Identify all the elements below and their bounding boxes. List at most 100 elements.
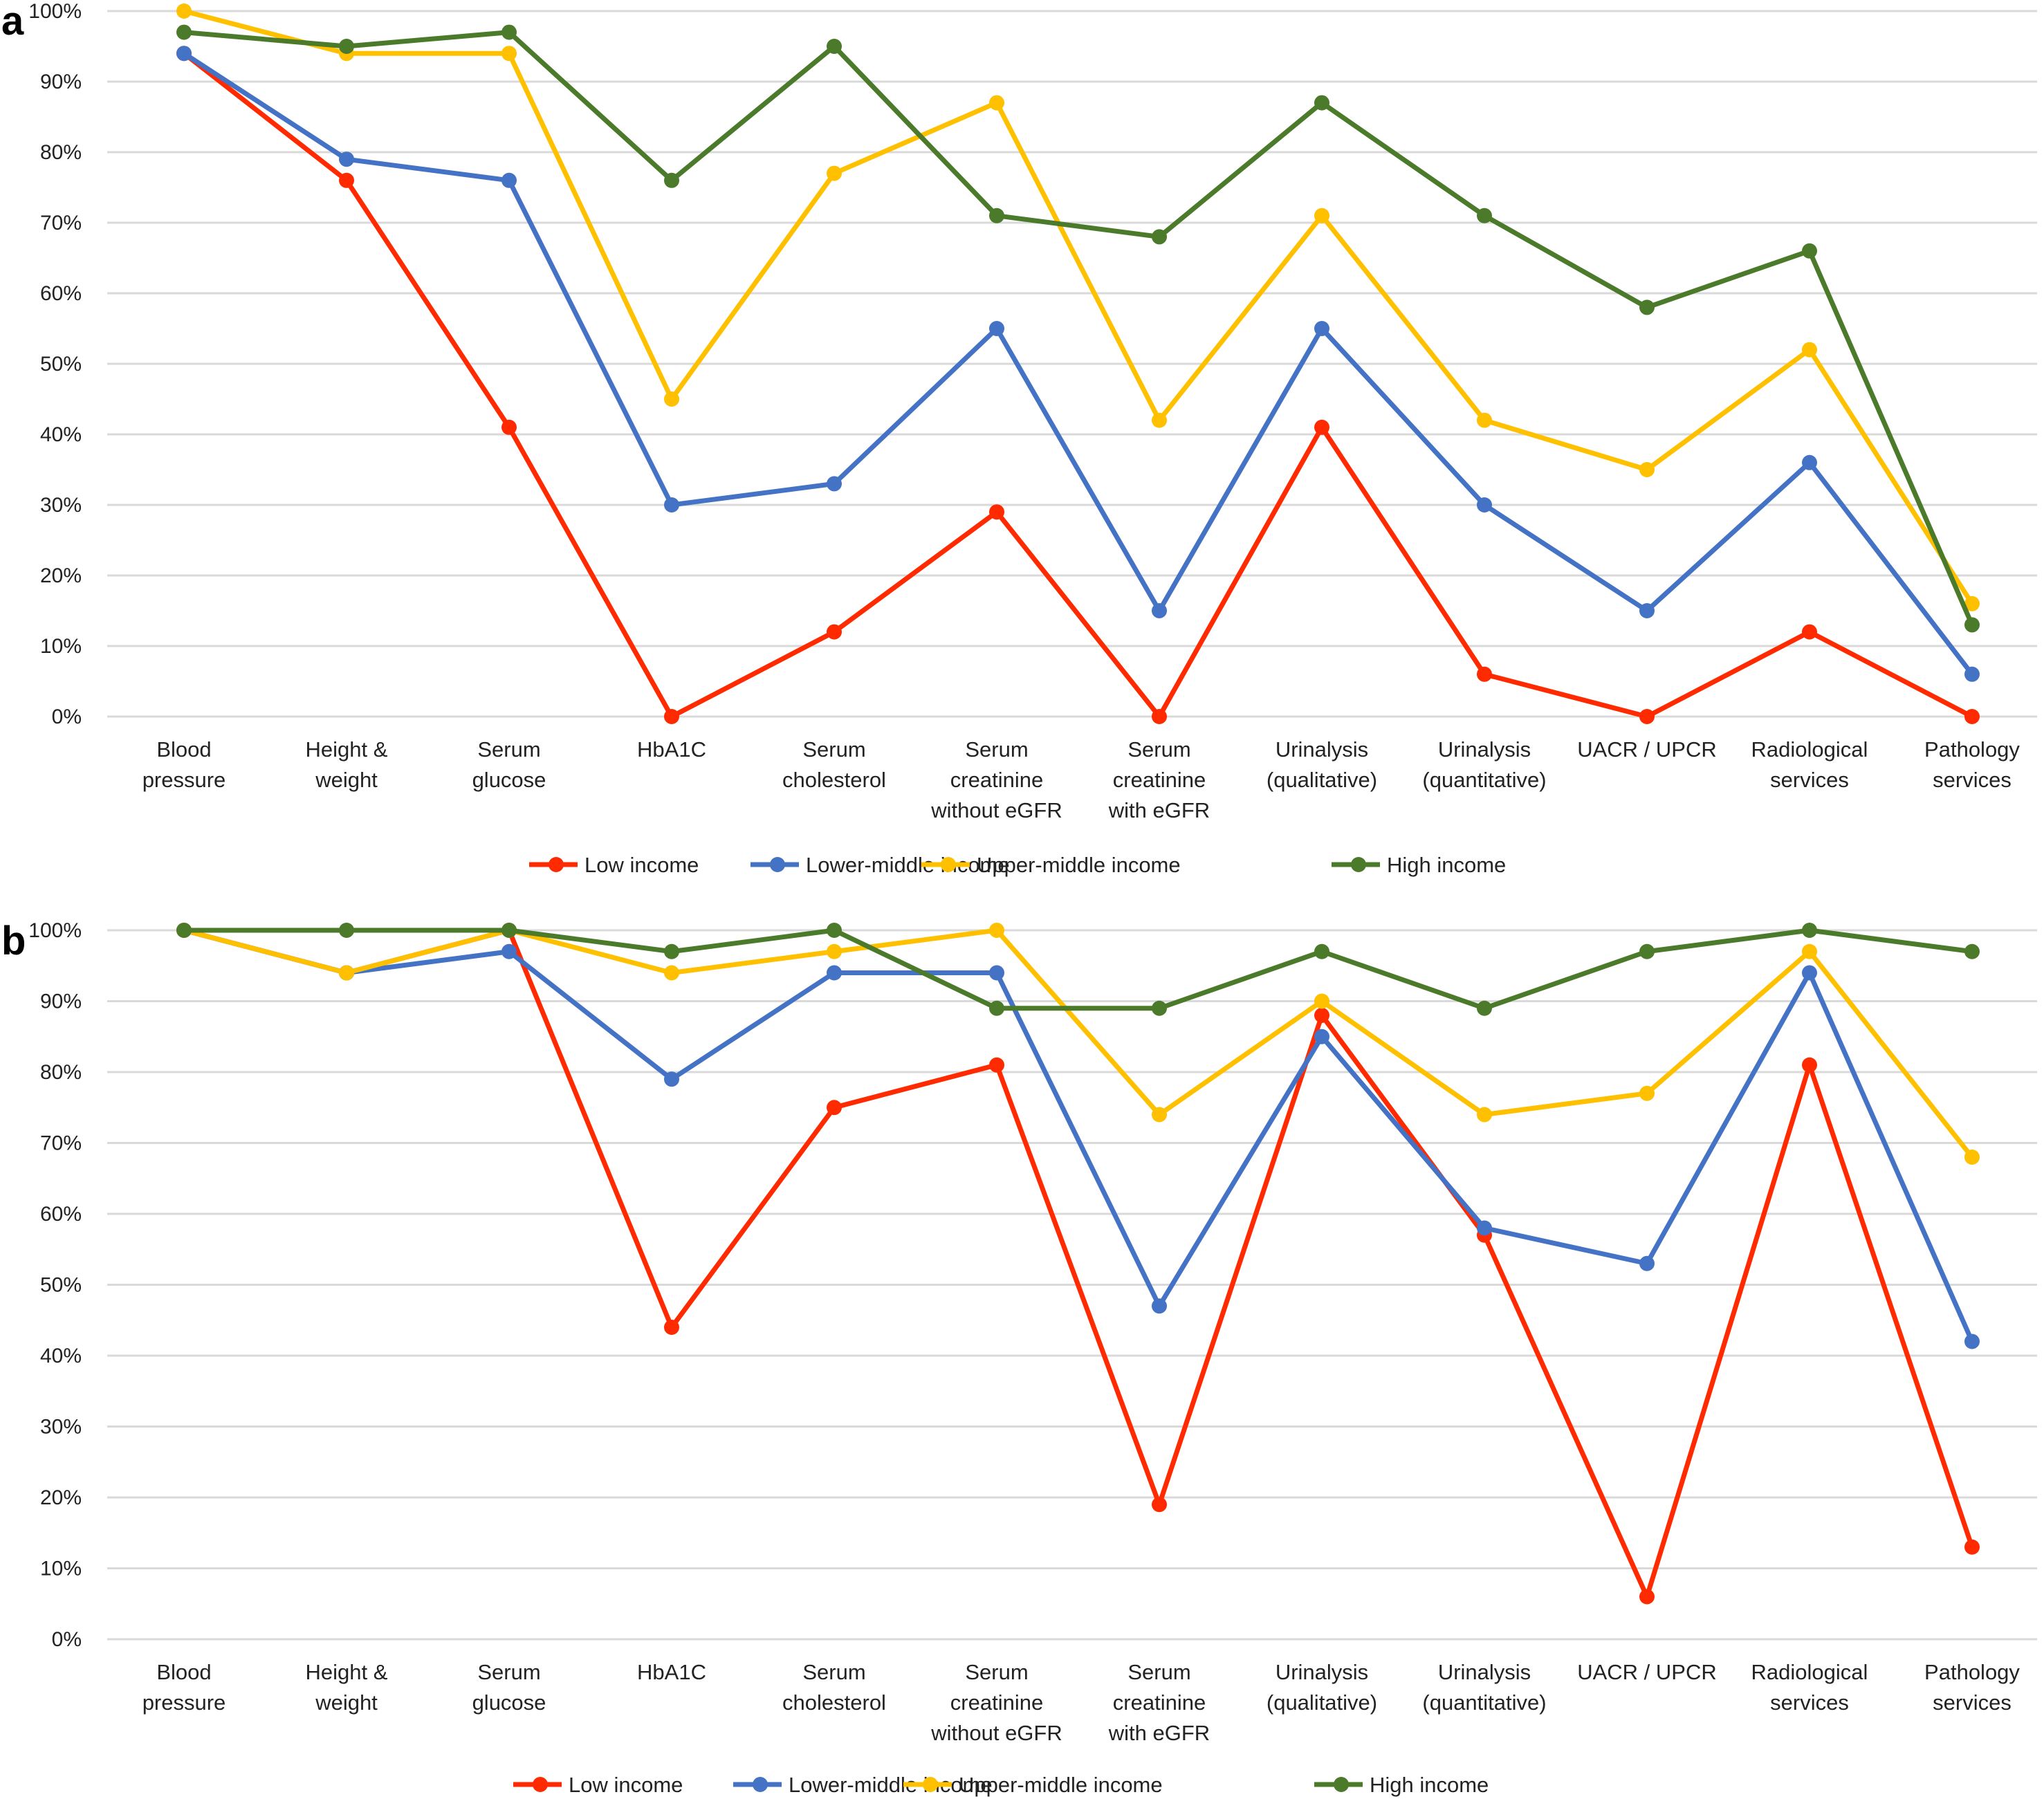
data-point (1639, 709, 1655, 724)
data-point (827, 923, 842, 938)
data-point (1314, 1028, 1329, 1044)
data-point (501, 419, 517, 435)
x-tick-label: Pathology services (1924, 737, 2020, 792)
x-tick-label: UACR / UPCR (1577, 1660, 1717, 1684)
data-point (1314, 993, 1329, 1009)
x-tick-label: Serum creatinine without eGFR (930, 1660, 1062, 1745)
data-point (1964, 709, 1980, 724)
data-point (501, 46, 517, 62)
x-tick-label: Serum cholesterol (782, 737, 886, 792)
data-point (989, 1000, 1004, 1016)
data-point (339, 923, 354, 938)
data-point (1802, 624, 1817, 640)
x-tick-label: Height & weight (306, 1660, 388, 1715)
legend-label: Lower-middle income (806, 853, 1010, 877)
data-point (1964, 943, 1980, 959)
y-tick-label: 100% (28, 919, 82, 942)
data-point (1477, 207, 1492, 223)
data-point (989, 923, 1004, 938)
x-tick-label: Pathology services (1924, 1660, 2020, 1715)
data-point (1477, 1000, 1492, 1016)
legend-swatch-marker (549, 857, 564, 872)
y-tick-label: 0% (52, 705, 82, 728)
data-point (664, 497, 679, 513)
data-point (989, 95, 1004, 111)
data-point (176, 24, 192, 40)
legend-label: High income (1387, 853, 1506, 877)
data-point (664, 1320, 679, 1335)
data-point (664, 172, 679, 188)
x-tick-label: Radiological services (1751, 1660, 1868, 1715)
x-tick-label: Urinalysis (quantitative) (1422, 1660, 1546, 1715)
series-line (181, 8, 1975, 607)
data-point (501, 24, 517, 40)
y-tick-label: 40% (40, 1345, 82, 1367)
data-point (1802, 342, 1817, 358)
data-point (1964, 596, 1980, 611)
y-tick-label: 70% (40, 212, 82, 234)
y-tick-label: 90% (40, 990, 82, 1013)
y-tick-label: 10% (40, 635, 82, 658)
data-point (989, 965, 1004, 981)
data-point (1802, 943, 1817, 959)
x-tick-label: HbA1C (637, 1660, 706, 1684)
data-point (664, 391, 679, 407)
legend-label: High income (1370, 1773, 1489, 1797)
legend-swatch-marker (753, 1777, 768, 1792)
y-tick-label: 20% (40, 1486, 82, 1509)
data-point (1314, 419, 1329, 435)
series-line (181, 928, 1975, 1344)
data-point (827, 39, 842, 54)
legend-label: Low income (584, 853, 699, 877)
data-point (1477, 1220, 1492, 1236)
y-tick-label: 60% (40, 282, 82, 305)
legend-label: Upper-middle income (977, 853, 1181, 877)
chart-panel-b: b 0% 10% 20% 30% 40% 50% 60% 70% 80% 90% 100% Blood p… (1, 919, 2037, 1797)
y-tick-label: 60% (40, 1203, 82, 1226)
data-point (827, 965, 842, 981)
chart-panel-a: a 0% 10% 20% 30% 40% 50% 60% 70% 80% 90% 100% Blood p… (1, 0, 2037, 877)
data-point (1639, 1255, 1655, 1271)
data-point (1639, 462, 1655, 477)
data-point (176, 3, 192, 19)
x-tick-label: UACR / UPCR (1577, 737, 1717, 762)
data-point (1964, 1539, 1980, 1555)
data-point (1152, 603, 1167, 618)
y-tick-label: 30% (40, 494, 82, 517)
x-tick-label: Serum cholesterol (782, 1660, 886, 1715)
data-point (1477, 412, 1492, 428)
x-tick-label: Radiological services (1751, 737, 1868, 792)
data-point (1639, 299, 1655, 315)
data-point (176, 46, 192, 62)
data-point (1802, 1057, 1817, 1073)
data-point (1964, 617, 1980, 633)
data-point (1152, 412, 1167, 428)
data-point (1152, 1000, 1167, 1016)
data-point (339, 965, 354, 981)
x-tick-label: Serum glucose (472, 1660, 546, 1715)
y-tick-label: 10% (40, 1558, 82, 1580)
x-tick-label: Serum creatinine with eGFR (1108, 737, 1210, 822)
y-tick-label: 40% (40, 423, 82, 446)
data-point (989, 1057, 1004, 1073)
data-point (1639, 1589, 1655, 1605)
legend-label: Low income (569, 1773, 683, 1797)
data-point (1152, 1298, 1167, 1314)
legend-label: Upper-middle income (959, 1773, 1163, 1797)
data-point (1802, 454, 1817, 470)
data-point (1802, 243, 1817, 259)
data-point (1964, 1334, 1980, 1349)
y-tick-label: 20% (40, 564, 82, 587)
y-tick-label: 80% (40, 1061, 82, 1084)
x-tick-label: Serum glucose (472, 737, 546, 792)
data-point (501, 172, 517, 188)
data-point (1639, 1085, 1655, 1101)
data-point (339, 172, 354, 188)
data-point (664, 709, 679, 724)
data-point (501, 943, 517, 959)
x-tick-label: HbA1C (637, 737, 706, 762)
data-point (1314, 95, 1329, 111)
data-point (1152, 1107, 1167, 1123)
y-tick-label: 90% (40, 71, 82, 93)
legend-swatch-marker (1334, 1777, 1349, 1792)
